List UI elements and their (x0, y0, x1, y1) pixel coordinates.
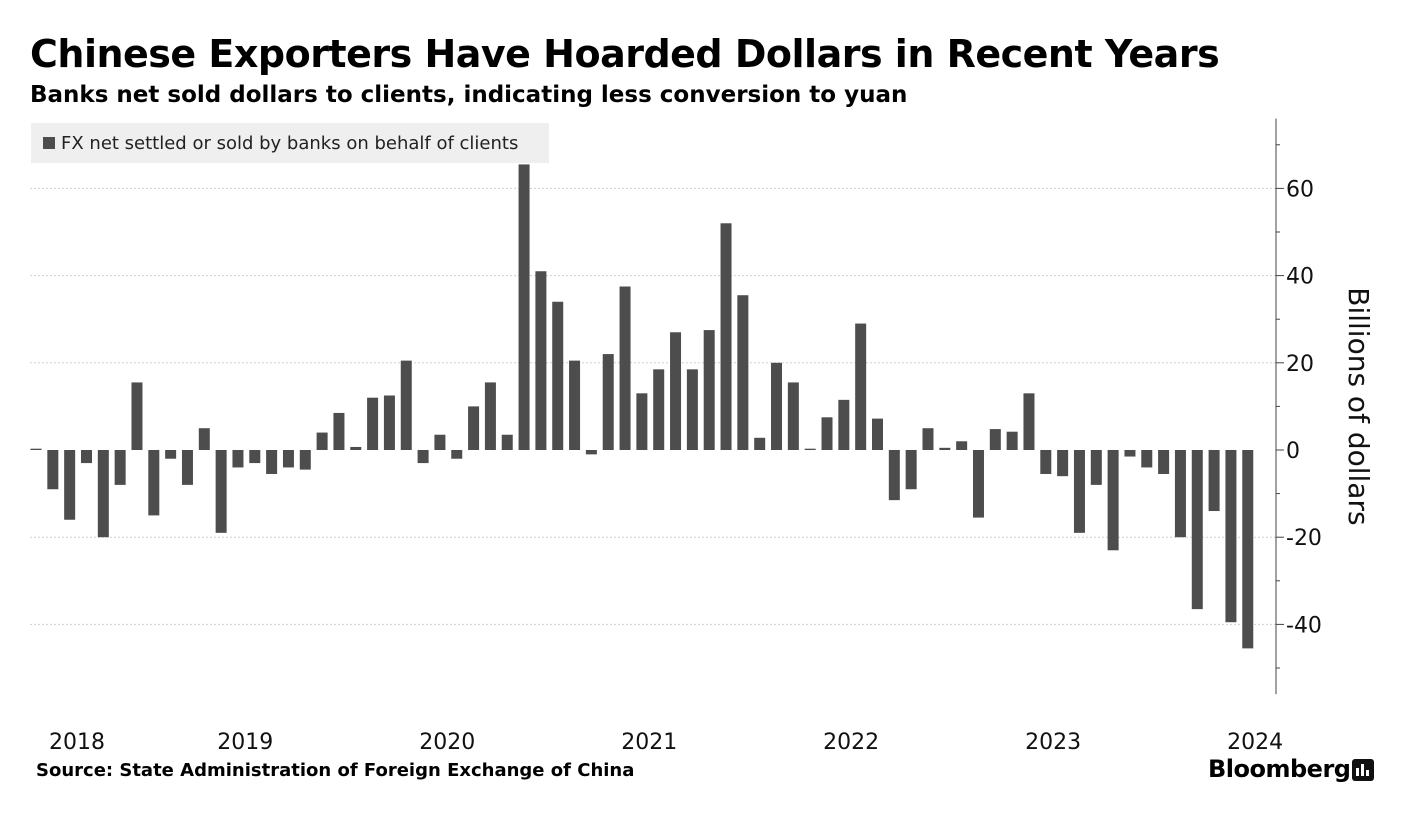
y-tick-label: 0 (1286, 439, 1300, 464)
bar (1208, 450, 1220, 512)
bar (771, 362, 783, 450)
x-tick-label: 2021 (621, 730, 677, 755)
y-tick-label: 40 (1286, 265, 1314, 290)
bar (1057, 450, 1069, 477)
bar (181, 450, 193, 485)
chart-title: Chinese Exporters Have Hoarded Dollars i… (30, 32, 1220, 76)
bar (972, 450, 984, 518)
bar (30, 448, 42, 450)
bar (838, 399, 850, 450)
y-axis-label: Billions of dollars (1342, 287, 1375, 525)
bar (939, 447, 951, 450)
bar (569, 360, 581, 450)
bar (1023, 393, 1035, 450)
bar (703, 330, 715, 450)
bar (821, 417, 833, 450)
bar (198, 428, 210, 450)
bar (434, 434, 446, 450)
legend-swatch (43, 137, 55, 149)
bar (855, 323, 867, 450)
legend: FX net settled or sold by banks on behal… (31, 123, 549, 163)
bar (266, 450, 278, 474)
bar (468, 406, 480, 450)
bar (905, 450, 917, 490)
bar (64, 450, 76, 520)
bar (754, 437, 766, 450)
brand-name: Bloomberg (1208, 755, 1351, 783)
bar (888, 450, 900, 501)
x-tick-label: 2019 (217, 730, 273, 755)
bar (989, 429, 1001, 450)
bar (47, 450, 59, 490)
y-tick-label: 20 (1286, 352, 1314, 377)
bar (552, 301, 564, 450)
bar (1158, 450, 1170, 474)
bar (1191, 450, 1203, 610)
bar (114, 450, 126, 485)
bar (922, 428, 934, 450)
x-tick-label: 2020 (419, 730, 475, 755)
bar (1040, 450, 1052, 474)
bar (787, 382, 799, 450)
bar (451, 450, 463, 459)
bar (80, 450, 92, 464)
bar (165, 450, 177, 459)
bar (670, 332, 682, 450)
bar (602, 354, 614, 450)
bar (804, 448, 816, 450)
bar (367, 397, 379, 450)
bar (1107, 450, 1119, 551)
bar (1225, 450, 1237, 623)
bar (316, 432, 328, 450)
bar (1073, 450, 1085, 533)
bar (686, 369, 698, 450)
chart-subtitle: Banks net sold dollars to clients, indic… (30, 82, 908, 108)
legend-label: FX net settled or sold by banks on behal… (61, 132, 519, 154)
bar (333, 412, 345, 450)
bar (232, 450, 244, 468)
bar (215, 450, 227, 533)
bar (400, 360, 412, 450)
bar (1090, 450, 1102, 485)
y-tick-label: -40 (1286, 613, 1322, 638)
source-note: Source: State Administration of Foreign … (36, 760, 635, 781)
bar (1124, 450, 1136, 457)
bar (148, 450, 160, 516)
bar (501, 434, 513, 450)
bar (282, 450, 294, 468)
x-tick-label: 2024 (1227, 730, 1283, 755)
bar (653, 369, 665, 450)
bar (350, 446, 362, 450)
bar (737, 295, 749, 450)
bar (1141, 450, 1153, 468)
x-tick-label: 2022 (823, 730, 879, 755)
bar (417, 450, 429, 464)
bar (636, 393, 648, 450)
bar (1242, 450, 1254, 649)
x-tick-label: 2023 (1025, 730, 1081, 755)
bar (720, 223, 732, 450)
y-tick-label: -20 (1286, 526, 1322, 551)
bar (1006, 431, 1018, 450)
bar (97, 450, 109, 538)
bar (518, 164, 530, 451)
bar (619, 286, 631, 450)
bar (484, 382, 496, 450)
bar (131, 382, 143, 450)
y-tick-label: 60 (1286, 177, 1314, 202)
bar (585, 450, 597, 455)
bar (956, 441, 968, 450)
bar (383, 395, 395, 450)
bar (535, 271, 547, 450)
x-tick-label: 2018 (49, 730, 105, 755)
bloomberg-chart-icon (1352, 759, 1374, 781)
bar (299, 450, 311, 470)
bar (249, 450, 261, 464)
bar (872, 418, 883, 450)
bar (1174, 450, 1186, 538)
